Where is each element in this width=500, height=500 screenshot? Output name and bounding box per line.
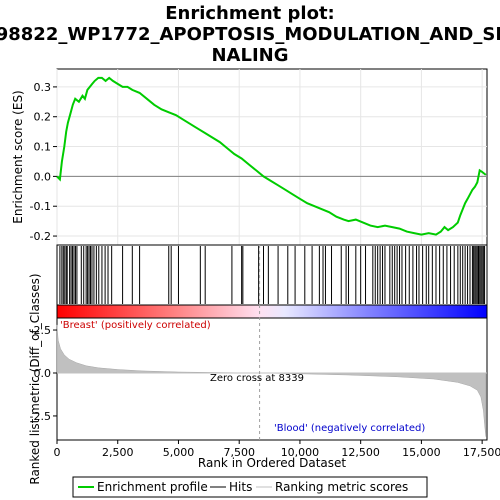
enrichment-profile-line (56, 76, 487, 236)
chart-title-line-2: 198822_WP1772_APOPTOSIS_MODULATION_AND_S… (0, 24, 500, 45)
metric-tick-label: -2.5 (30, 410, 51, 423)
zero-cross-label: Zero cross at 8339 (210, 373, 304, 384)
chart-title-line-1: Enrichment plot: (165, 3, 335, 24)
x-tick-label: 2,500 (102, 446, 134, 459)
es-tick-label: 0.1 (34, 141, 52, 154)
x-tick-label: 5,000 (163, 446, 195, 459)
positive-correlation-label: 'Breast' (positively correlated) (60, 320, 211, 331)
es-y-ticks: -0.2 -0.1 0.0 0.1 0.2 0.3 (30, 81, 57, 243)
x-tick-label: 10,000 (281, 446, 320, 459)
x-tick-label: 0 (54, 446, 61, 459)
metric-tick-label: 2.5 (34, 324, 52, 337)
legend-box (72, 476, 428, 498)
hits-marks (59, 246, 486, 304)
negative-correlation-label: 'Blood' (negatively correlated) (274, 423, 425, 434)
es-tick-label: -0.2 (30, 230, 51, 243)
x-tick-label: 17,500 (463, 446, 500, 459)
chart-title-line-3: NALING (211, 45, 288, 66)
es-tick-label: 0.2 (34, 111, 52, 124)
metric-y-axis-label: Ranked list metric (Diff_of_Classes) (28, 273, 42, 484)
metric-y-ticks: -2.5 0.0 2.5 (30, 324, 57, 423)
x-tick-label: 12,500 (341, 446, 380, 459)
legend-hits: Hits (229, 480, 252, 494)
metric-tick-label: 0.0 (34, 367, 52, 380)
es-tick-label: -0.1 (30, 200, 51, 213)
legend-ranking-metric: Ranking metric scores (275, 480, 408, 494)
x-tick-label: 15,000 (402, 446, 441, 459)
legend-enrichment-profile: Enrichment profile (97, 480, 208, 494)
x-tick-label: 7,500 (223, 446, 255, 459)
x-axis-label: Rank in Ordered Dataset (198, 456, 346, 470)
es-panel-frame (56, 68, 488, 246)
rank-color-strip (56, 304, 488, 319)
x-axis-ticks: 0 2,500 5,000 7,500 10,000 12,500 15,000 17,500 (54, 440, 500, 459)
es-tick-label: 0.3 (34, 81, 52, 94)
es-tick-label: 0.0 (34, 170, 52, 183)
metric-panel-frame (56, 317, 488, 441)
es-y-axis-label: Enrichment score (ES) (11, 90, 25, 223)
